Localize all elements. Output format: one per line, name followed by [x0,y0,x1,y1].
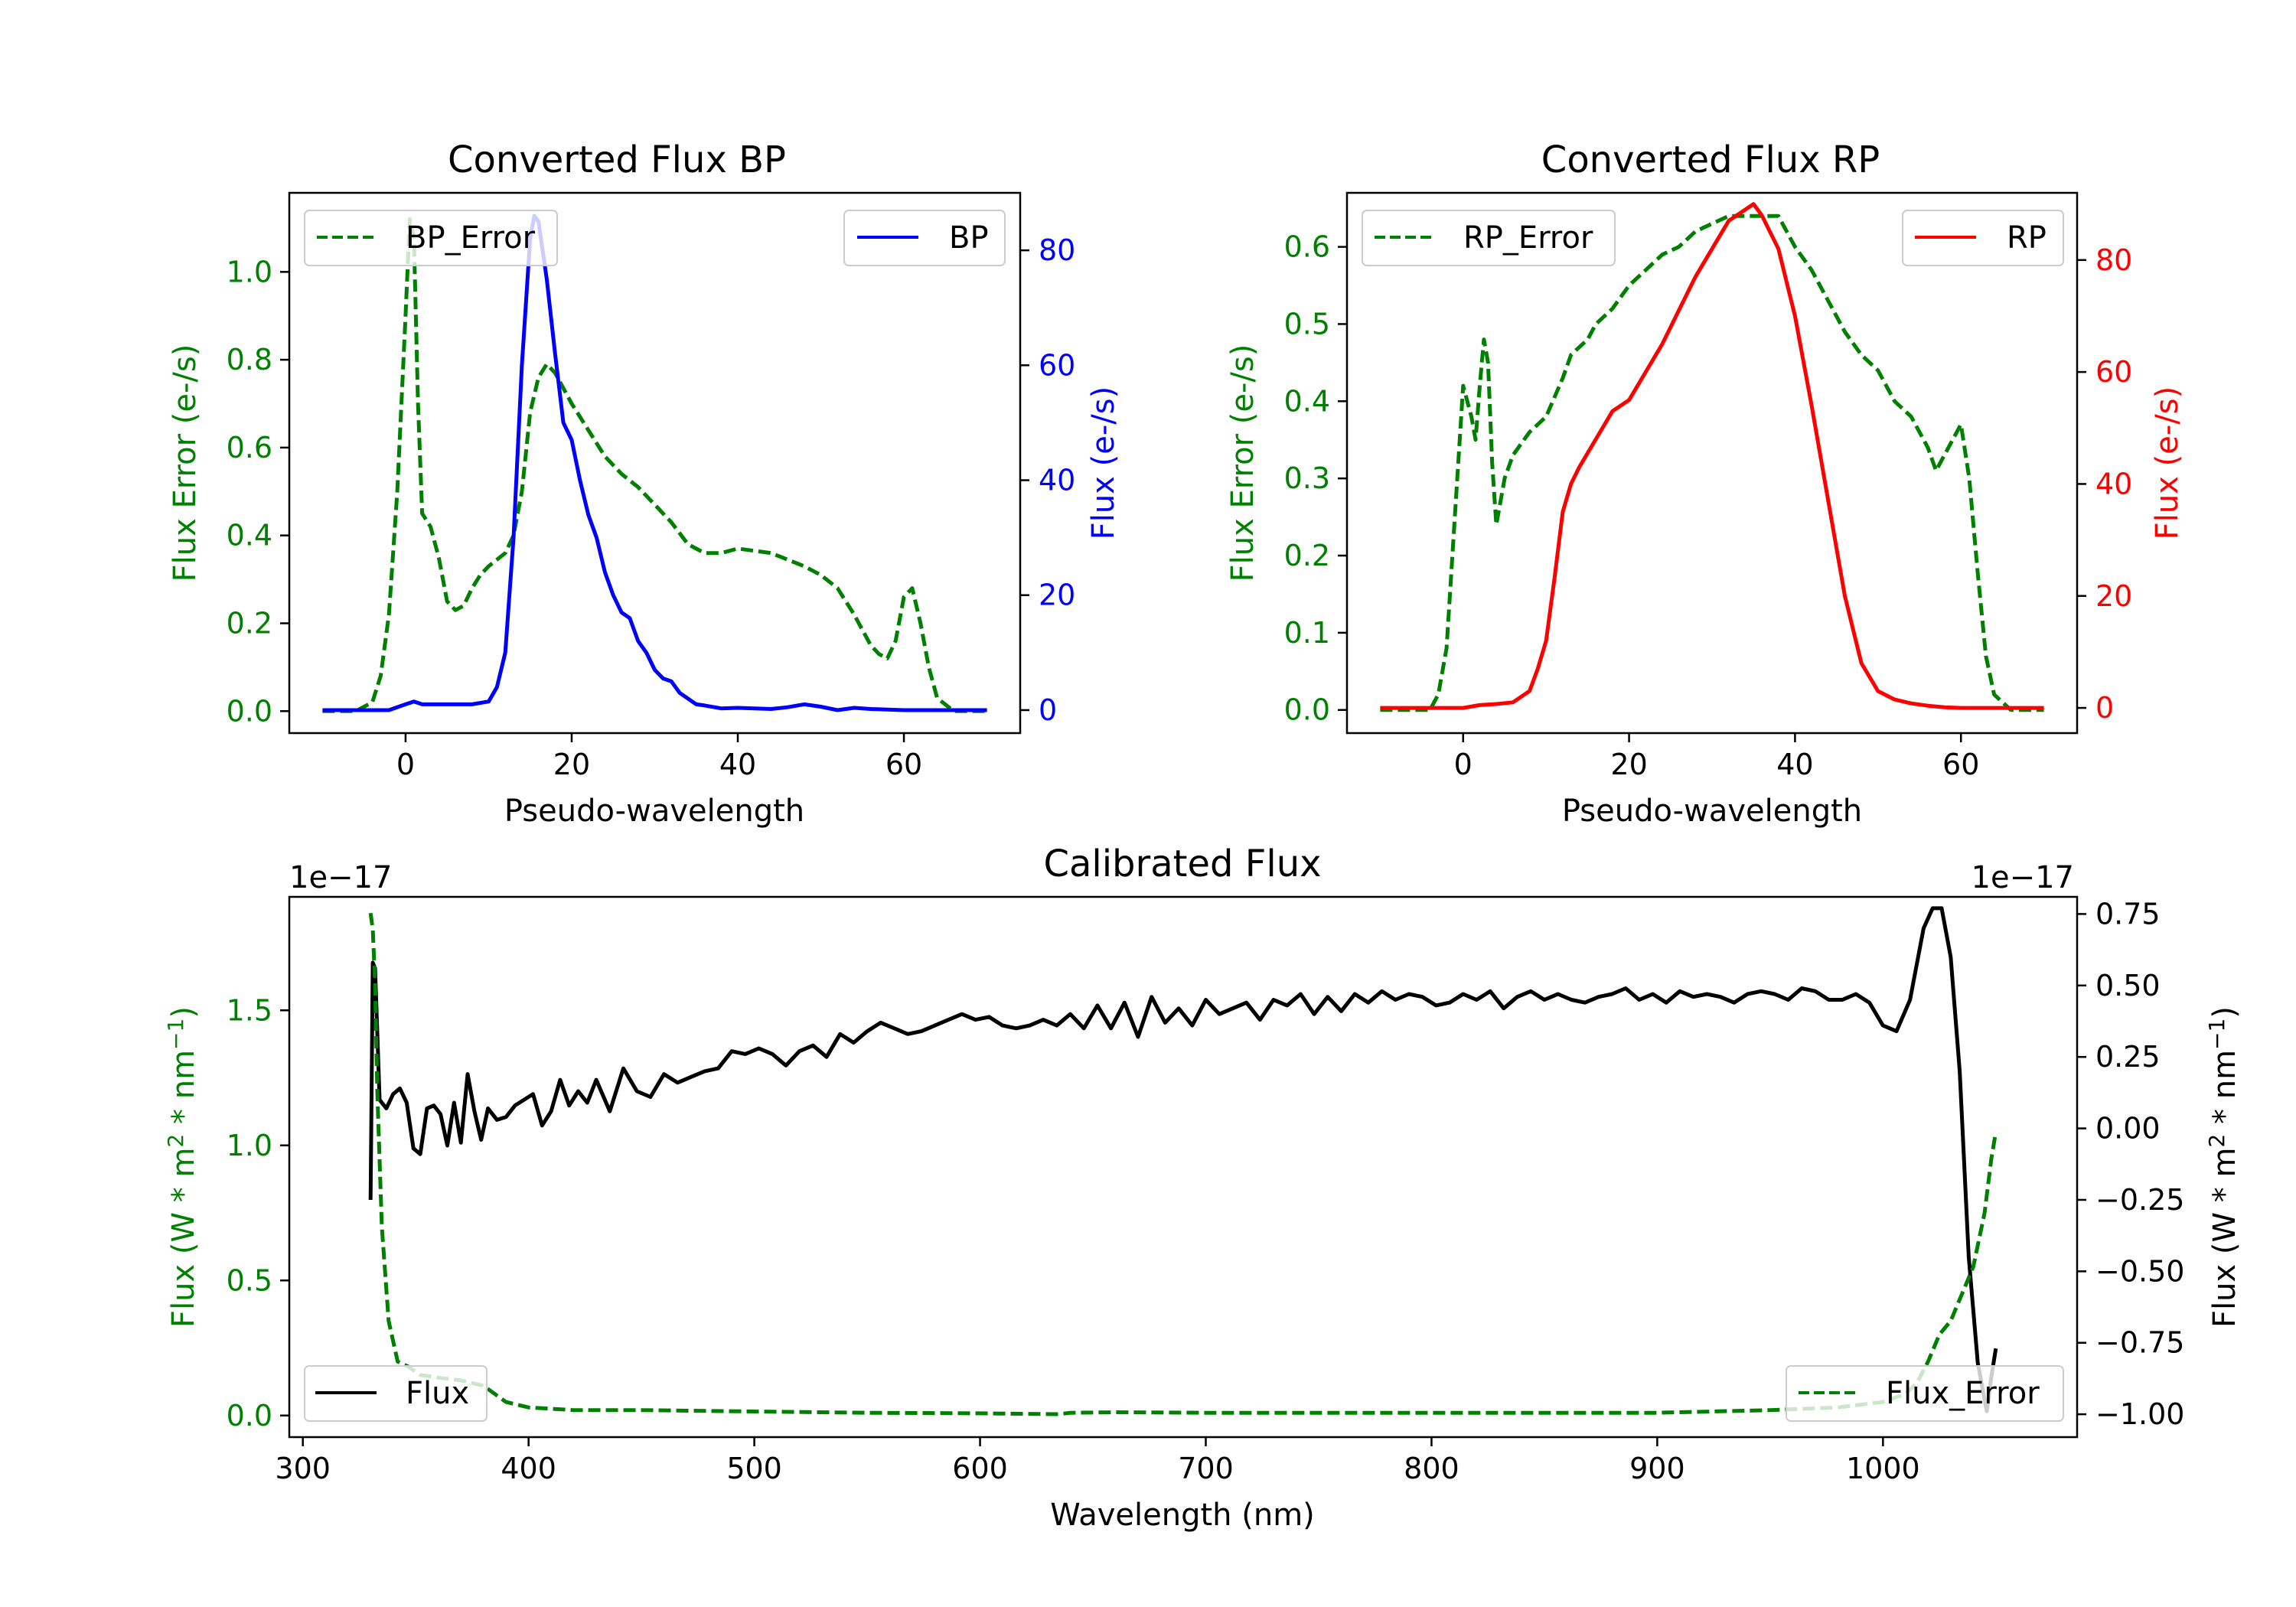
cal-ytick-right-label: 0.25 [2095,1040,2161,1074]
rp-ytick-left-label: 0.2 [1284,539,1330,572]
bp-legend-error: BP_Error [304,210,558,266]
rp-xtick-label: 0 [1454,748,1473,781]
bp-ytick-left-label: 1.0 [227,255,272,288]
rp-ylabel-right: Flux (e-/s) [2150,386,2185,539]
cal-series-flux-error-line [368,912,1998,1416]
rp-ytick-left-label: 0.4 [1284,384,1330,418]
rp-legend-flux: RP [1902,210,2064,266]
bp-title: Converted Flux BP [448,139,786,181]
rp-legend-error-label: RP_Error [1463,220,1593,256]
bp-ytick-right-label: 60 [1039,348,1075,382]
bp-ytick-left-label: 0.4 [227,519,272,553]
cal-title: Calibrated Flux [1043,843,1321,885]
cal-ytick-right-label: 0.75 [2095,897,2161,931]
rp-ytick-left-label: 0.6 [1284,230,1330,264]
bp-ytick-left-label: 0.0 [227,694,272,728]
bp-ylabel-left: Flux Error (e-/s) [168,344,203,582]
rp-xlabel: Pseudo-wavelength [1562,794,1862,829]
rp-series-rp-error-line [1380,214,2044,712]
bp-legend-error-box [304,210,558,266]
bp-xtick-label: 20 [553,748,590,781]
cal-xlabel: Wavelength (nm) [1050,1498,1315,1533]
cal-offset-right: 1e−17 [1971,860,2074,895]
bp-xlabel: Pseudo-wavelength [504,794,804,829]
rp-legend-flux-box [1902,210,2064,266]
cal-ytick-right-label: −0.50 [2095,1254,2184,1288]
cal-xtick-label: 400 [501,1452,556,1485]
rp-ytick-right-label: 80 [2095,243,2132,277]
bp-ytick-right-label: 0 [1039,693,1057,727]
cal-ytick-left-label: 1.5 [227,993,272,1027]
cal-series-flux-line [368,906,1998,1413]
bp-legend-flux-label: BP [949,220,989,256]
bp-ytick-right-label: 20 [1039,579,1075,612]
rp-xtick-label: 60 [1942,748,1979,781]
cal-xtick-label: 500 [726,1452,782,1485]
rp-ytick-right-label: 20 [2095,579,2132,613]
cal-ytick-right-label: −0.75 [2095,1326,2184,1360]
cal-legend-error-label: Flux_Error [1886,1376,2040,1411]
cal-xtick-label: 1000 [1846,1452,1920,1485]
panel-calibrated: Calibrated Flux 1e−17 1e−17 300 400 500 600… [163,843,2242,1533]
cal-ytick-right-label: 0.00 [2095,1112,2161,1146]
cal-xtick-label: 800 [1404,1452,1459,1485]
rp-ytick-right-label: 0 [2095,691,2114,725]
cal-legend-flux: Flux [304,1365,488,1422]
bp-ytick-left-label: 0.6 [227,431,272,464]
bp-series-bp-error-line [322,217,987,713]
cal-ytick-left-label: 0.0 [227,1399,272,1433]
cal-ylabel-right: Flux (W * m2 * nm−1) [2204,1006,2242,1328]
bp-legend-flux: BP [843,210,1006,266]
cal-ytick-right-label: −1.00 [2095,1397,2184,1431]
bp-series-bp-line [322,214,987,712]
panel-bp: Converted Flux BP 0 20 40 60 0.0 0.2 0.4 0.6 0.8… [168,139,1121,829]
cal-xtick-label: 700 [1178,1452,1234,1485]
rp-series-rp-line [1380,202,2044,710]
cal-legend-flux-label: Flux [406,1376,469,1411]
cal-ylabel-left: Flux (W * m2 * nm−1) [163,1006,201,1328]
cal-offset-left: 1e−17 [289,860,392,895]
rp-ytick-right-label: 60 [2095,355,2132,389]
rp-xtick-label: 40 [1776,748,1813,781]
bp-ytick-right-label: 40 [1039,464,1075,497]
cal-axes-frame [288,895,2079,1439]
bp-legend-flux-box [843,210,1006,266]
rp-ytick-left-label: 0.5 [1284,307,1330,341]
panel-rp: Converted Flux RP 0 20 40 60 0.0 0.1 0.2 0.3 0.4… [1225,139,2185,829]
bp-ytick-left-label: 0.8 [227,343,272,376]
cal-ytick-left-label: 0.5 [227,1263,272,1297]
bp-legend-error-label: BP_Error [406,220,536,256]
rp-ytick-left-label: 0.3 [1284,461,1330,495]
cal-legend-flux-box [304,1365,488,1422]
rp-axes-frame [1345,191,2079,735]
cal-legend-error-box [1786,1365,2064,1422]
cal-ytick-right-label: 0.50 [2095,969,2161,1002]
bp-xtick-label: 40 [719,748,756,781]
bp-xtick-label: 60 [885,748,922,781]
bp-axes-frame [288,191,1022,735]
bp-ytick-left-label: 0.2 [227,607,272,641]
rp-title: Converted Flux RP [1541,139,1880,181]
bp-ytick-right-label: 80 [1039,233,1075,267]
cal-ytick-right-label: −0.25 [2095,1183,2184,1217]
rp-ytick-right-label: 40 [2095,467,2132,500]
cal-xtick-label: 600 [952,1452,1008,1485]
cal-xtick-label: 300 [275,1452,331,1485]
cal-xtick-label: 900 [1629,1452,1685,1485]
rp-legend-error-box [1362,210,1616,266]
rp-legend-flux-label: RP [2007,220,2047,256]
rp-ylabel-left: Flux Error (e-/s) [1225,344,1261,582]
rp-xtick-label: 20 [1610,748,1647,781]
cal-ytick-left-label: 1.0 [227,1129,272,1162]
rp-ytick-left-label: 0.0 [1284,693,1330,727]
bp-ylabel-right: Flux (e-/s) [1086,386,1121,539]
bp-xtick-label: 0 [396,748,415,781]
rp-legend-error: RP_Error [1362,210,1616,266]
rp-ytick-left-label: 0.1 [1284,616,1330,650]
cal-legend-error: Flux_Error [1786,1365,2064,1422]
